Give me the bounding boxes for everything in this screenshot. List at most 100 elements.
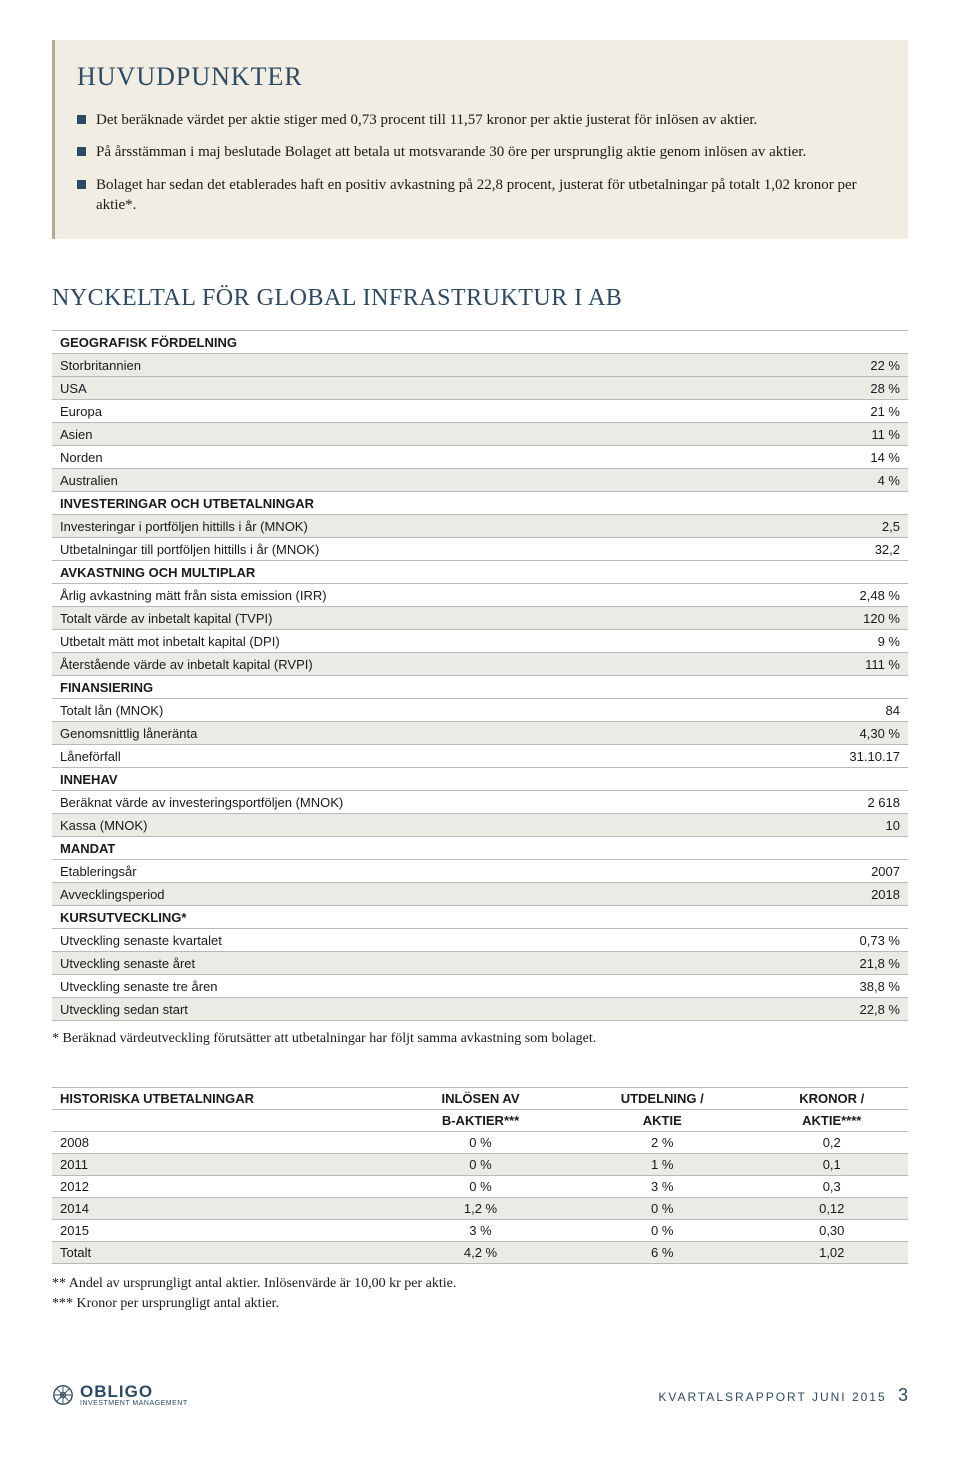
kpi-row: Kassa (MNOK)10 — [52, 814, 908, 837]
hist-col2b: B-AKTIER*** — [392, 1110, 569, 1132]
kpi-label: FINANSIERING — [52, 676, 788, 699]
hist-col3a: UTDELNING / — [569, 1088, 756, 1110]
kpi-label: Utveckling senaste året — [52, 952, 788, 975]
hist-row: 20153 %0 %0,30 — [52, 1220, 908, 1242]
hist-year: 2008 — [52, 1132, 392, 1154]
hist-cell: 0,12 — [756, 1198, 909, 1220]
kpi-label: Låneförfall — [52, 745, 788, 768]
kpi-value: 84 — [788, 699, 908, 722]
kpi-label: Utveckling senaste tre åren — [52, 975, 788, 998]
hist-year: 2011 — [52, 1154, 392, 1176]
kpi-row: Storbritannien22 % — [52, 354, 908, 377]
kpi-value: 28 % — [788, 377, 908, 400]
hist-row: 20080 %2 %0,2 — [52, 1132, 908, 1154]
kpi-label: Investeringar i portföljen hittills i år… — [52, 515, 788, 538]
kpi-label: Årlig avkastning mätt från sista emissio… — [52, 584, 788, 607]
kpi-label: INNEHAV — [52, 768, 788, 791]
hist-col2a: INLÖSEN AV — [392, 1088, 569, 1110]
page-number: 3 — [898, 1385, 908, 1405]
kpi-value: 111 % — [788, 653, 908, 676]
kpi-row: Årlig avkastning mätt från sista emissio… — [52, 584, 908, 607]
kpi-label: USA — [52, 377, 788, 400]
kpi-label: Avvecklingsperiod — [52, 883, 788, 906]
hist-cell: 0 % — [569, 1220, 756, 1242]
kpi-value: 120 % — [788, 607, 908, 630]
hist-note-2: *** Kronor per ursprungligt antal aktier… — [52, 1294, 908, 1314]
hist-row: 20110 %1 %0,1 — [52, 1154, 908, 1176]
hist-cell: 0,3 — [756, 1176, 909, 1198]
kpi-value — [788, 492, 908, 515]
hist-year: Totalt — [52, 1242, 392, 1264]
page-footer: OBLIGO INVESTMENT MANAGEMENT KVARTALSRAP… — [52, 1383, 908, 1407]
logo-icon — [52, 1384, 74, 1406]
hist-table: HISTORISKA UTBETALNINGAR INLÖSEN AV UTDE… — [52, 1087, 908, 1264]
kpi-value: 4 % — [788, 469, 908, 492]
kpi-row: Utbetalt mätt mot inbetalt kapital (DPI)… — [52, 630, 908, 653]
footer-right: KVARTALSRAPPORT JUNI 2015 3 — [658, 1385, 908, 1406]
kpi-label: MANDAT — [52, 837, 788, 860]
kpi-row: Återstående värde av inbetalt kapital (R… — [52, 653, 908, 676]
kpi-label: Asien — [52, 423, 788, 446]
hist-cell: 1 % — [569, 1154, 756, 1176]
kpi-label: Utveckling senaste kvartalet — [52, 929, 788, 952]
kpi-row: Australien4 % — [52, 469, 908, 492]
kpi-row: Genomsnittlig låneränta4,30 % — [52, 722, 908, 745]
kpi-label: Totalt lån (MNOK) — [52, 699, 788, 722]
hist-row: 20120 %3 %0,3 — [52, 1176, 908, 1198]
kpi-row: USA28 % — [52, 377, 908, 400]
kpi-value — [788, 561, 908, 584]
logo: OBLIGO INVESTMENT MANAGEMENT — [52, 1383, 188, 1407]
bullet-item: På årsstämman i maj beslutade Bolaget at… — [77, 142, 878, 162]
kpi-value: 38,8 % — [788, 975, 908, 998]
kpi-value: 0,73 % — [788, 929, 908, 952]
bullet-text: Bolaget har sedan det etablerades haft e… — [96, 175, 878, 216]
kpi-label: Utbetalt mätt mot inbetalt kapital (DPI) — [52, 630, 788, 653]
bullet-text: På årsstämman i maj beslutade Bolaget at… — [96, 142, 806, 162]
kpi-row: Norden14 % — [52, 446, 908, 469]
kpi-value: 21 % — [788, 400, 908, 423]
kpi-value: 22,8 % — [788, 998, 908, 1021]
kpi-label: Kassa (MNOK) — [52, 814, 788, 837]
kpi-label: INVESTERINGAR OCH UTBETALNINGAR — [52, 492, 788, 515]
kpi-label: AVKASTNING OCH MULTIPLAR — [52, 561, 788, 584]
kpi-row: Utveckling sedan start22,8 % — [52, 998, 908, 1021]
hist-cell: 1,02 — [756, 1242, 909, 1264]
kpi-label: Utbetalningar till portföljen hittills i… — [52, 538, 788, 561]
kpi-value: 4,30 % — [788, 722, 908, 745]
hist-cell: 0 % — [392, 1154, 569, 1176]
kpi-row: Asien11 % — [52, 423, 908, 446]
kpi-section-header: GEOGRAFISK FÖRDELNING — [52, 331, 908, 354]
hist-cell: 0,2 — [756, 1132, 909, 1154]
kpi-row: Utveckling senaste kvartalet0,73 % — [52, 929, 908, 952]
hist-cell: 6 % — [569, 1242, 756, 1264]
kpi-value: 14 % — [788, 446, 908, 469]
hist-cell: 1,2 % — [392, 1198, 569, 1220]
kpi-label: Beräknat värde av investeringsportföljen… — [52, 791, 788, 814]
kpi-value: 31.10.17 — [788, 745, 908, 768]
bullet-square-icon — [77, 115, 86, 124]
kpi-row: Avvecklingsperiod2018 — [52, 883, 908, 906]
hist-cell: 2 % — [569, 1132, 756, 1154]
kpi-row: Beräknat värde av investeringsportföljen… — [52, 791, 908, 814]
kpi-value — [788, 331, 908, 354]
kpi-label: Utveckling sedan start — [52, 998, 788, 1021]
kpi-section-header: KURSUTVECKLING* — [52, 906, 908, 929]
hist-cell: 3 % — [392, 1220, 569, 1242]
kpi-value — [788, 676, 908, 699]
hist-row: 20141,2 %0 %0,12 — [52, 1198, 908, 1220]
footer-report-label: KVARTALSRAPPORT JUNI 2015 — [658, 1390, 886, 1404]
kpi-label: Etableringsår — [52, 860, 788, 883]
nyckeltal-title: NYCKELTAL FÖR GLOBAL INFRASTRUKTUR I AB — [52, 285, 908, 312]
kpi-section-header: FINANSIERING — [52, 676, 908, 699]
kpi-value: 11 % — [788, 423, 908, 446]
kpi-row: Låneförfall31.10.17 — [52, 745, 908, 768]
kpi-label: GEOGRAFISK FÖRDELNING — [52, 331, 788, 354]
hist-cell: 0 % — [392, 1132, 569, 1154]
hist-col3b: AKTIE — [569, 1110, 756, 1132]
hist-cell: 0,1 — [756, 1154, 909, 1176]
hist-cell: 0 % — [569, 1198, 756, 1220]
kpi-value: 22 % — [788, 354, 908, 377]
hist-cell: 4,2 % — [392, 1242, 569, 1264]
kpi-row: Utbetalningar till portföljen hittills i… — [52, 538, 908, 561]
kpi-row: Totalt värde av inbetalt kapital (TVPI)1… — [52, 607, 908, 630]
